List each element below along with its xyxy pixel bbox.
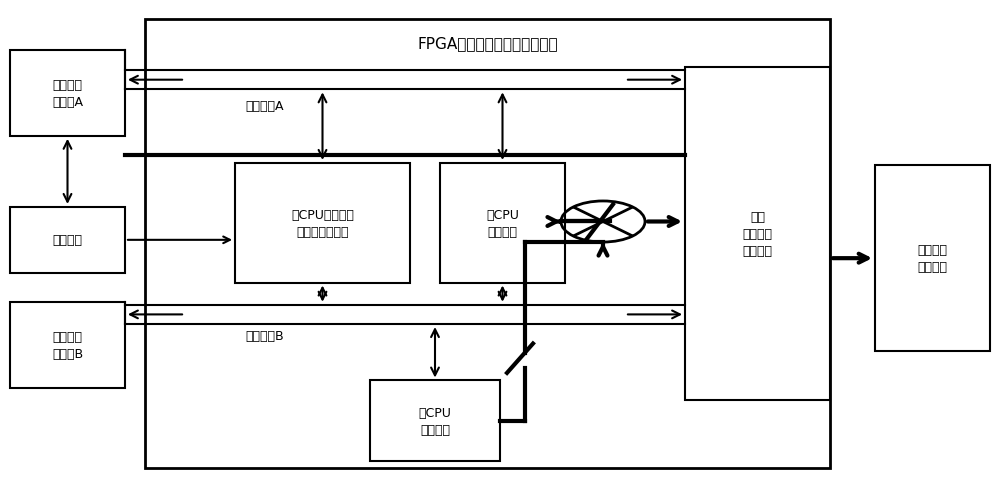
Text: 内部总线B: 内部总线B <box>245 329 284 343</box>
Bar <box>10 303 125 388</box>
Bar <box>875 166 990 351</box>
Bar <box>370 381 500 461</box>
Text: 高速
伺服总线
控制模块: 高速 伺服总线 控制模块 <box>743 211 773 258</box>
Bar <box>235 163 410 283</box>
Bar <box>10 207 125 273</box>
Text: 控制参数: 控制参数 <box>52 234 82 247</box>
Bar <box>440 163 565 283</box>
Text: 内部总线A: 内部总线A <box>245 100 284 113</box>
Text: 辅CPU
控制指令: 辅CPU 控制指令 <box>419 406 451 436</box>
Text: 内部总线
控制器B: 内部总线 控制器B <box>52 330 83 360</box>
Text: 内部总线
控制器A: 内部总线 控制器A <box>52 79 83 109</box>
Bar <box>145 20 830 468</box>
Bar <box>685 68 830 400</box>
Text: FPGA双端口运动控制接口模块: FPGA双端口运动控制接口模块 <box>417 37 558 51</box>
Text: 主CPU控制参数
机器人反馈变量: 主CPU控制参数 机器人反馈变量 <box>291 208 354 238</box>
Text: 主CPU
控制指令: 主CPU 控制指令 <box>486 208 519 238</box>
Bar <box>10 51 125 137</box>
Text: 高速伺服
总线接口: 高速伺服 总线接口 <box>918 244 948 274</box>
